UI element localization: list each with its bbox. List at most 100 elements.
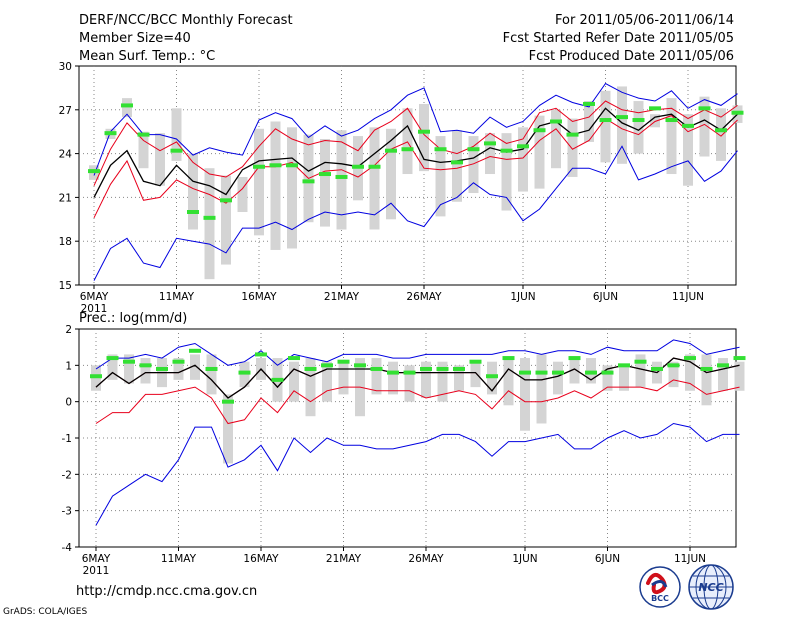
temperature-y-tick-label: 18 — [59, 236, 72, 248]
precipitation-ensemble-box — [602, 365, 613, 391]
temperature-ensemble-box — [320, 139, 330, 227]
temperature-median-marker — [88, 169, 100, 174]
temperature-median-marker — [187, 210, 199, 214]
ncc-logo: NCC — [688, 564, 734, 610]
precipitation-ensemble-box — [338, 361, 349, 395]
precipitation-median-marker — [403, 370, 416, 375]
temperature-median-marker — [484, 141, 496, 146]
temperature-median-marker — [434, 147, 447, 152]
precipitation-y-tick-label: -3 — [62, 506, 72, 518]
temperature-ensemble-box — [468, 136, 479, 194]
precipitation-ensemble-box — [619, 365, 629, 391]
temperature-mean-line — [93, 107, 738, 198]
temperature-median-marker — [632, 118, 645, 123]
temperature-ensemble-box — [435, 136, 446, 217]
temperature-x-tick-label: 11MAY — [159, 291, 195, 303]
precipitation-median-marker — [552, 370, 564, 375]
precipitation-x-tick-label: 11JUN — [674, 553, 706, 565]
temperature-ensemble-box — [501, 133, 512, 211]
precipitation-min-line — [95, 422, 740, 526]
precipitation-ensemble-box — [553, 361, 563, 395]
temp-variable-label: Mean Surf. Temp.: °C — [79, 49, 215, 64]
precipitation-median-marker — [684, 356, 696, 361]
precipitation-ensemble-box — [421, 361, 431, 399]
temperature-ensemble-box — [699, 96, 710, 157]
temperature-median-marker — [319, 172, 331, 177]
precipitation-ensemble-box — [734, 361, 745, 391]
chart-title: DERF/NCC/BCC Monthly Forecast — [79, 13, 293, 28]
temperature-y-tick-label: 21 — [59, 192, 72, 204]
precipitation-median-marker — [271, 377, 284, 382]
temperature-y-tick-label: 27 — [59, 105, 72, 117]
precipitation-median-marker — [486, 374, 498, 379]
temperature-median-marker — [385, 148, 397, 153]
precipitation-median-marker — [700, 366, 713, 371]
precipitation-median-marker — [436, 366, 449, 371]
temperature-y-tick-label: 30 — [59, 61, 72, 73]
temperature-median-marker — [599, 118, 612, 123]
precipitation-y-tick-label: -2 — [62, 469, 72, 481]
temperature-y-tick-label: 15 — [59, 280, 72, 292]
precipitation-median-marker — [453, 366, 465, 371]
precipitation-ensemble-box — [289, 361, 299, 402]
precipitation-median-marker — [123, 359, 135, 364]
temperature-ensemble-box — [270, 121, 281, 250]
precipitation-ensemble-box — [503, 358, 514, 406]
temperature-min-line — [93, 145, 738, 281]
temperature-median-marker — [715, 128, 727, 133]
precipitation-median-marker — [106, 356, 119, 361]
temperature-ensemble-box — [452, 130, 462, 202]
temperature-x-tick-label: 16MAY — [241, 291, 277, 303]
forecast-period: For 2011/05/06-2011/06/14 — [555, 13, 734, 28]
precipitation-x-tick-label: 21MAY — [326, 553, 362, 565]
temperature-median-marker — [352, 164, 364, 169]
precipitation-ensemble-box — [685, 354, 695, 391]
temperature-ensemble-box — [518, 127, 528, 192]
temperature-ensemble-box — [138, 131, 149, 169]
temperature-median-marker — [467, 147, 480, 152]
temperature-median-marker — [220, 198, 232, 203]
precipitation-median-marker — [634, 359, 647, 364]
precipitation-y-tick-label: 0 — [65, 397, 72, 409]
ncc-logo-text: NCC — [698, 581, 723, 594]
source-url: http://cmdp.ncc.cma.gov.cn — [76, 584, 257, 599]
precipitation-median-marker — [321, 363, 333, 368]
temperature-ensemble-box — [204, 168, 215, 280]
precipitation-x-tick-label: 6MAY — [82, 553, 111, 565]
precipitation-median-marker — [618, 363, 630, 368]
temperature-median-marker — [649, 106, 661, 111]
precipitation-median-marker — [156, 366, 168, 371]
precipitation-median-marker — [288, 356, 300, 361]
temperature-ensemble-box — [386, 128, 396, 220]
precipitation-x-tick-label: 26MAY — [408, 553, 444, 565]
temperature-median-marker — [500, 148, 513, 153]
temperature-x-tick-label: 1JUN — [510, 291, 535, 303]
precipitation-median-marker — [519, 370, 531, 375]
temperature-median-marker — [698, 106, 711, 111]
temperature-lower-line — [93, 115, 738, 219]
temperature-ensemble-box — [666, 98, 677, 175]
temperature-plot-frame — [78, 65, 737, 286]
temperature-upper-line — [93, 100, 738, 186]
temperature-x-tick-label: 11JUN — [672, 291, 704, 303]
temperature-max-line — [93, 82, 738, 176]
temperature-ensemble-box — [419, 103, 429, 172]
fcst-started-date: Fcst Started Refer Date 2011/05/05 — [503, 31, 734, 46]
temperature-ensemble-box — [716, 108, 726, 161]
precipitation-ensemble-box — [569, 358, 580, 384]
precipitation-median-marker — [189, 348, 201, 353]
precipitation-median-marker — [387, 370, 399, 375]
precipitation-median-marker — [255, 352, 267, 357]
temperature-ensemble-box — [287, 127, 297, 249]
precipitation-median-marker — [90, 374, 102, 379]
bcc-logo: BCC — [639, 566, 681, 608]
precipitation-ensemble-box — [388, 361, 398, 395]
precipitation-ensemble-box — [223, 394, 233, 464]
precipitation-median-marker — [354, 363, 366, 368]
precipitation-x-tick-label: 6JUN — [595, 553, 620, 565]
precipitation-x-tick-label: 16MAY — [243, 553, 279, 565]
temperature-median-marker — [335, 174, 348, 179]
precipitation-median-marker — [585, 370, 597, 375]
temperature-ensemble-box — [402, 108, 413, 175]
